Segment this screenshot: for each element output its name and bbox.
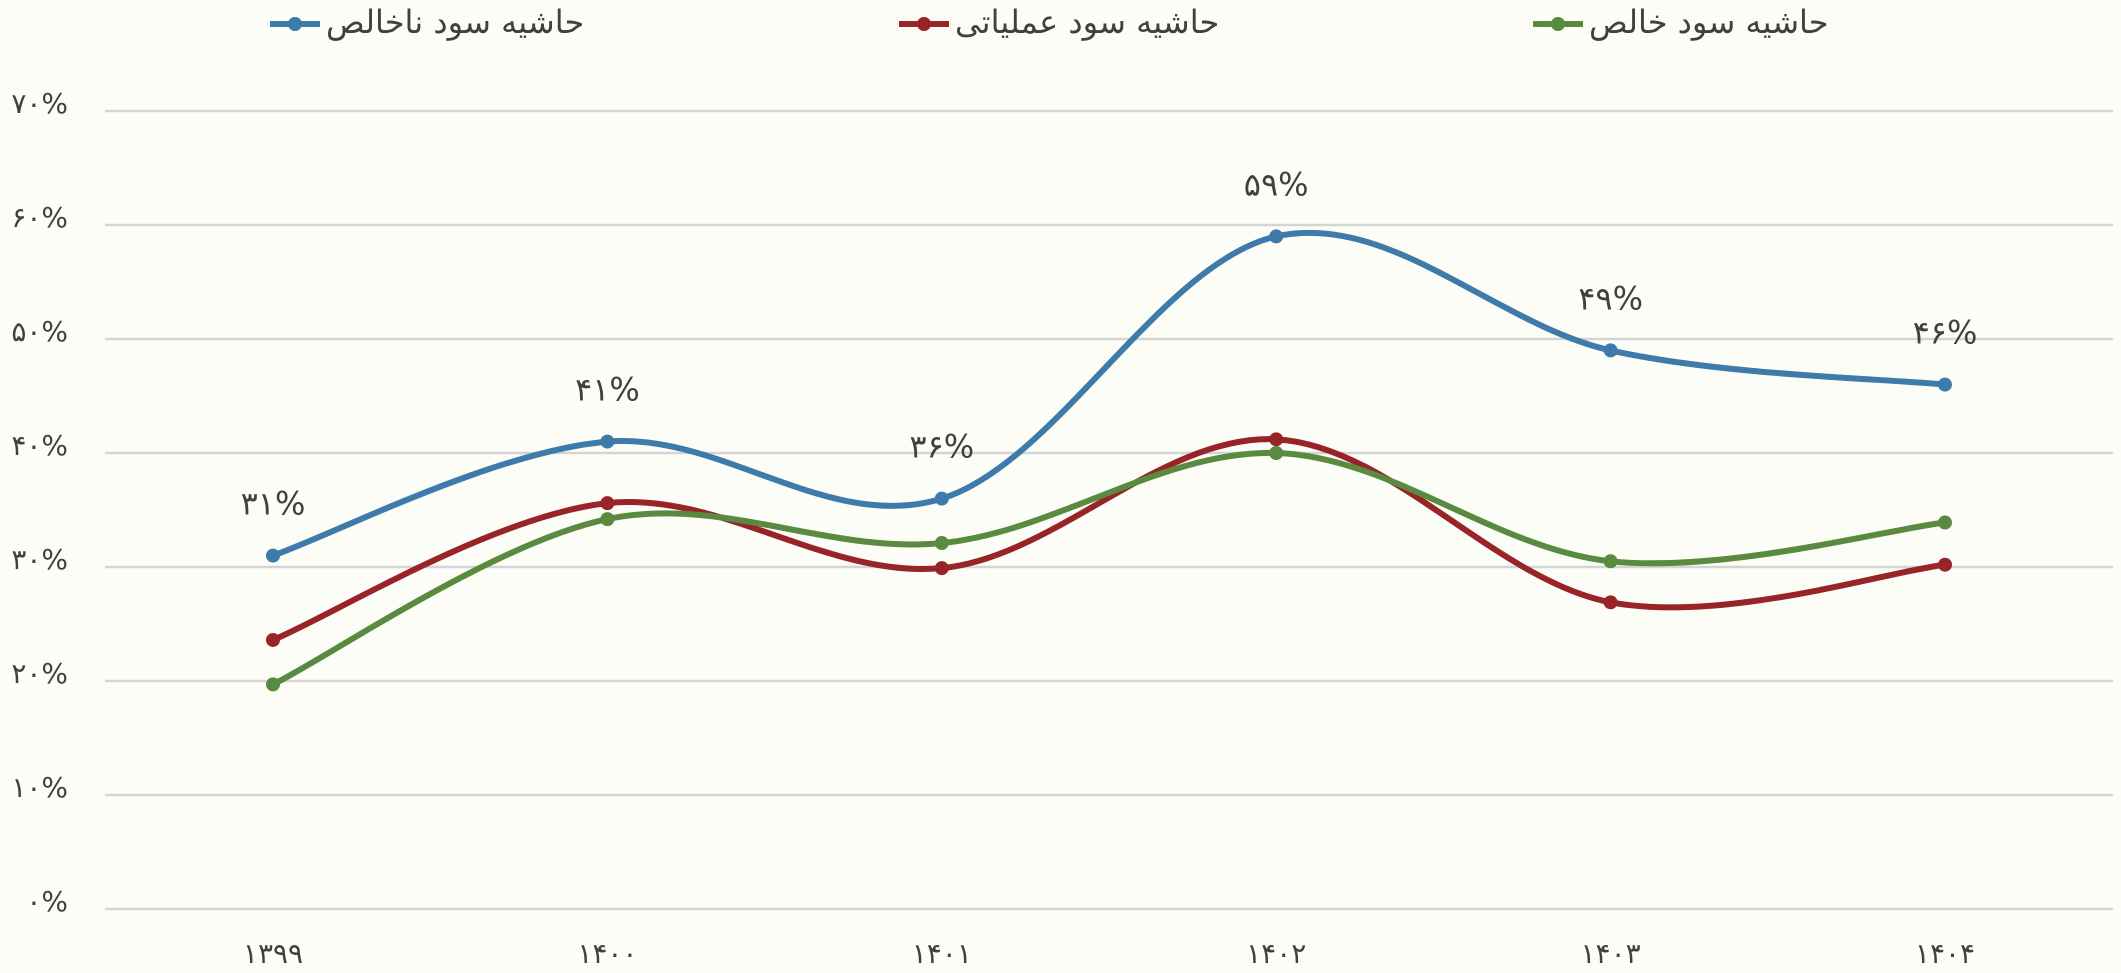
data-point — [1269, 446, 1284, 460]
series-line — [272, 229, 1946, 559]
data-label: ۴۹% — [1578, 279, 1643, 317]
x-tick-label: ۱۴۰۰ — [577, 937, 637, 970]
x-tick-label: ۱۴۰۲ — [1246, 937, 1306, 970]
y-tick-label: ۲۰% — [11, 657, 68, 690]
x-tick-label: ۱۴۰۱ — [912, 937, 972, 970]
series-line — [271, 436, 1946, 643]
data-point — [1938, 515, 1952, 530]
data-label: ۴۶% — [1913, 314, 1978, 352]
legend-label: حاشیه سود عملیاتی — [955, 3, 1219, 41]
data-point — [600, 496, 615, 511]
data-point — [600, 512, 615, 527]
x-tick-label: ۱۴۰۴ — [1915, 937, 1975, 970]
legend-label: حاشیه سود خالص — [1589, 3, 1829, 41]
legend-marker — [288, 17, 302, 31]
y-tick-label: ۰% — [26, 885, 68, 918]
data-label: ۳۱% — [241, 485, 306, 523]
legend-marker — [917, 17, 931, 31]
data-point — [1603, 595, 1618, 610]
data-label: ۵۹% — [1244, 165, 1309, 203]
data-label: ۴۱% — [575, 371, 640, 409]
data-point — [1269, 229, 1284, 244]
data-point — [1603, 554, 1618, 569]
data-point — [1269, 432, 1284, 447]
data-point — [934, 561, 949, 576]
series-line — [271, 449, 1946, 688]
data-point — [1938, 557, 1952, 572]
data-point — [1603, 343, 1618, 358]
legend-label: حاشیه سود ناخالص — [326, 3, 584, 41]
data-point — [266, 677, 280, 692]
y-tick-label: ۱۰% — [11, 771, 68, 804]
data-point — [1938, 377, 1952, 392]
y-tick-label: ۷۰% — [11, 87, 68, 120]
y-tick-label: ۶۰% — [11, 201, 68, 234]
data-point — [600, 434, 615, 449]
y-tick-label: ۳۰% — [11, 543, 68, 576]
data-point — [934, 491, 949, 506]
x-tick-label: ۱۳۹۹ — [243, 937, 303, 970]
y-tick-label: ۴۰% — [11, 429, 68, 462]
x-tick-label: ۱۴۰۳ — [1581, 937, 1641, 970]
data-point — [934, 536, 949, 551]
data-label: ۳۶% — [909, 428, 974, 466]
data-point — [266, 548, 280, 563]
y-tick-label: ۵۰% — [11, 315, 68, 348]
legend-marker — [1551, 17, 1565, 31]
data-point — [266, 632, 280, 647]
